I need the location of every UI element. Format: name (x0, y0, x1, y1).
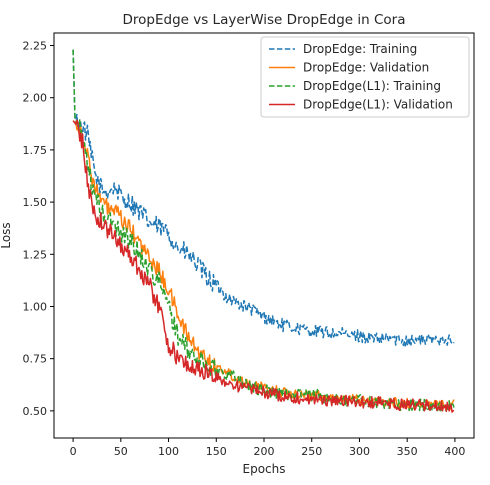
y-tick: 0.75 (23, 353, 54, 366)
series-line-4 (72, 119, 455, 413)
legend-label: DropEdge: Validation (303, 61, 429, 75)
chart-title: DropEdge vs LayerWise DropEdge in Cora (123, 12, 406, 28)
legend-entry: DropEdge: Training (269, 42, 417, 56)
y-tick: 1.75 (23, 144, 54, 157)
x-tick: 300 (349, 438, 370, 458)
series-group (72, 49, 455, 414)
x-axis-label: Epochs (243, 462, 286, 476)
y-tick-label: 0.75 (23, 353, 48, 366)
y-tick: 1.25 (23, 248, 54, 261)
y-tick-label: 1.25 (23, 248, 48, 261)
y-tick-label: 1.00 (23, 300, 48, 313)
x-tick: 200 (254, 438, 275, 458)
legend-entry: DropEdge(L1): Training (269, 79, 441, 93)
y-tick: 1.00 (23, 300, 54, 313)
y-tick-label: 2.25 (23, 40, 48, 53)
y-tick-label: 2.00 (23, 92, 48, 105)
x-tick-label: 350 (397, 445, 418, 458)
x-tick-label: 50 (114, 445, 128, 458)
x-axis-ticks: 0 50 100 150 200 250 300 350 400 (70, 438, 465, 458)
series-line-2 (72, 120, 455, 411)
legend-label: DropEdge(L1): Validation (303, 98, 453, 112)
y-tick: 2.25 (23, 40, 54, 53)
x-tick-label: 150 (206, 445, 227, 458)
x-tick-label: 250 (301, 445, 322, 458)
y-tick: 1.50 (23, 196, 54, 209)
x-tick-label: 400 (444, 445, 465, 458)
legend: DropEdge: Training DropEdge: Validation Dr… (260, 36, 470, 118)
series-line-1 (72, 49, 455, 347)
x-tick: 250 (301, 438, 322, 458)
y-tick-label: 0.50 (23, 405, 48, 418)
x-tick-label: 100 (158, 445, 179, 458)
x-tick: 50 (114, 438, 128, 458)
legend-label: DropEdge: Training (303, 42, 417, 56)
y-axis-label: Loss (0, 222, 13, 248)
y-tick-label: 1.50 (23, 196, 48, 209)
y-tick-label: 1.75 (23, 144, 48, 157)
x-tick: 150 (206, 438, 227, 458)
legend-entry: DropEdge(L1): Validation (269, 98, 453, 112)
x-tick: 400 (444, 438, 465, 458)
legend-box (260, 36, 470, 118)
x-tick-label: 0 (70, 445, 77, 458)
x-tick: 350 (397, 438, 418, 458)
legend-label: DropEdge(L1): Training (303, 79, 441, 93)
y-tick: 2.00 (23, 92, 54, 105)
x-tick: 100 (158, 438, 179, 458)
x-tick-label: 200 (254, 445, 275, 458)
x-tick-label: 300 (349, 445, 370, 458)
y-axis-ticks: 0.50 0.75 1.00 1.25 1.50 1.75 2.00 2.25 (23, 40, 54, 418)
legend-entry: DropEdge: Validation (269, 61, 429, 75)
x-tick: 0 (70, 438, 77, 458)
y-tick: 0.50 (23, 405, 54, 418)
